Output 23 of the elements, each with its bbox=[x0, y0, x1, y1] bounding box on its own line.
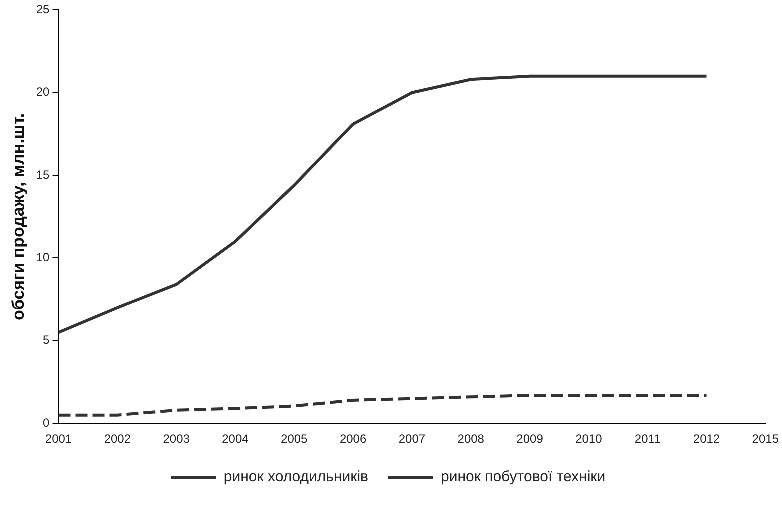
x-tick-label: 2015 bbox=[752, 432, 780, 446]
x-tick-label: 2003 bbox=[163, 432, 190, 446]
y-tick-label: 0 bbox=[43, 416, 50, 430]
line-series bbox=[57, 394, 708, 417]
x-tick-label: 2010 bbox=[576, 432, 603, 446]
legend-label: ринок побутової техніки bbox=[440, 468, 606, 486]
x-tick-label: 2005 bbox=[281, 432, 308, 446]
y-axis-title: обсяги продажу, млн.шт. bbox=[8, 113, 28, 320]
x-tick-label: 2002 bbox=[104, 432, 132, 446]
y-tick-label: 20 bbox=[36, 85, 50, 100]
x-tick-label: 2007 bbox=[398, 432, 426, 446]
x-tick-label: 2006 bbox=[340, 432, 367, 446]
y-tick-label: 5 bbox=[43, 333, 50, 348]
x-tick-label: 2011 bbox=[634, 432, 662, 446]
x-tick-label: 2008 bbox=[458, 432, 485, 446]
y-tick-label: 15 bbox=[36, 168, 50, 182]
x-tick-label: 2001 bbox=[45, 432, 72, 446]
y-tick-label: 10 bbox=[36, 250, 50, 265]
x-tick-label: 2012 bbox=[693, 432, 720, 446]
legend-label: ринок холодильників bbox=[224, 468, 369, 486]
x-tick-label: 2004 bbox=[222, 432, 250, 446]
y-tick-label: 25 bbox=[36, 2, 50, 17]
x-tick-label: 2009 bbox=[516, 432, 544, 446]
